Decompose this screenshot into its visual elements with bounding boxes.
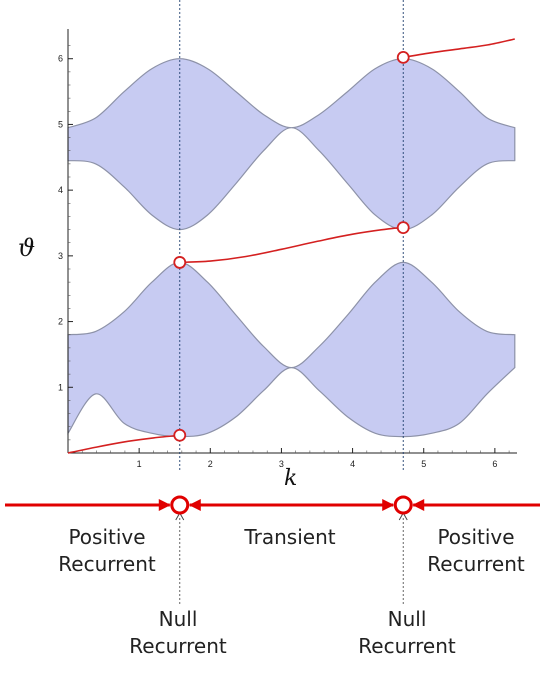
y-tick-label: 1 [58, 382, 63, 392]
eigenvalue-curves [67, 38, 515, 454]
x-tick-label: 4 [350, 459, 355, 469]
region-label-left: Positive Recurrent [58, 525, 156, 576]
eigen-marker-2 [173, 428, 187, 442]
y-axis-label: ϑ [18, 234, 36, 262]
x-tick-label: 3 [279, 459, 284, 469]
x-tick-label: 6 [492, 459, 497, 469]
y-tick-label: 3 [58, 251, 63, 261]
y-tick-label: 4 [58, 185, 63, 195]
eigen-curve-1 [67, 434, 180, 454]
phase-line [5, 495, 540, 515]
phase-arrow-middle-right [382, 499, 395, 511]
eigen-marker-1 [173, 256, 187, 269]
band-2 [67, 58, 516, 231]
eigen-curve-3 [403, 38, 515, 59]
x-axis-label: k [284, 466, 298, 491]
plot-axes: 1 2 3 4 5 6 1 2 3 4 5 6 [58, 29, 517, 469]
point-label-right: Null Recurrent [358, 607, 456, 658]
x-tick-label: 2 [208, 459, 213, 469]
eigen-curve-2 [179, 226, 404, 264]
region-label-right: Positive Recurrent [427, 525, 525, 576]
phase-point-1 [170, 495, 190, 515]
eigenvalue-markers [173, 51, 410, 442]
phase-arrow-right [412, 499, 425, 511]
phase-point-2 [393, 495, 413, 515]
phase-arrow-left [158, 499, 171, 511]
y-tick-label: 6 [58, 54, 63, 64]
eigen-marker-4 [396, 221, 410, 235]
y-tick-label: 2 [58, 317, 63, 327]
point-label-left: Null Recurrent [129, 607, 227, 658]
x-tick-label: 5 [421, 459, 426, 469]
phase-arrow-middle-left [188, 499, 201, 511]
y-tick-label: 5 [58, 119, 63, 129]
region-label-middle: Transient [244, 525, 336, 549]
x-tick-label: 1 [137, 459, 142, 469]
band-1 [67, 261, 516, 438]
eigen-marker-3 [396, 51, 410, 64]
